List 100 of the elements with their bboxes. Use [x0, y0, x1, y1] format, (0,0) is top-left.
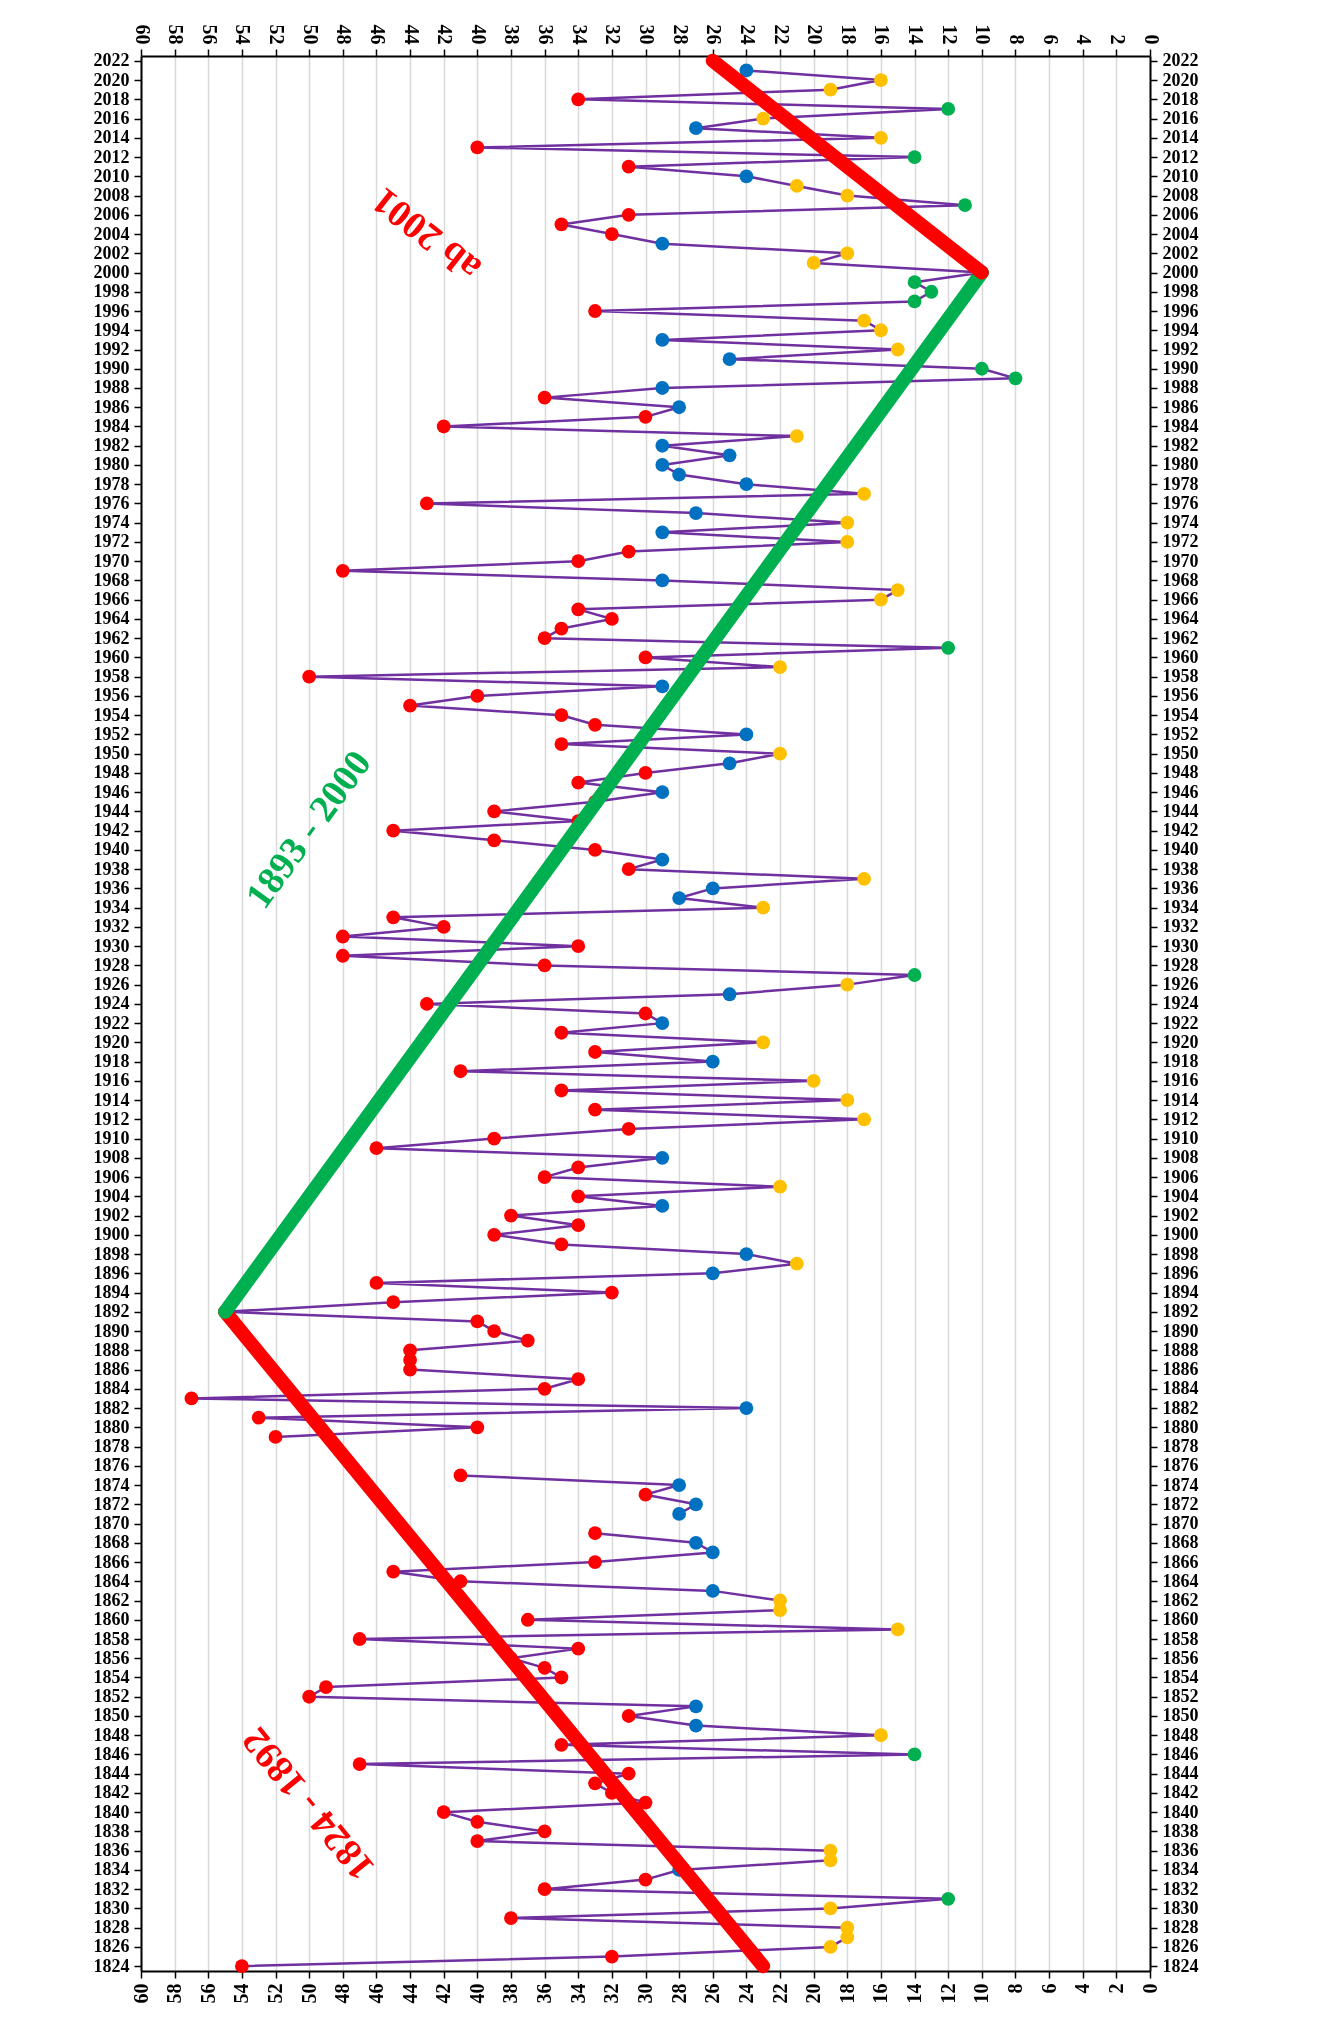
x2-tick-label: 4 [1073, 34, 1096, 45]
y2-tick-label: 1860 [1162, 1609, 1199, 1630]
y2-tick-label: 1966 [1162, 589, 1199, 610]
x2-tick-label: 60 [131, 24, 154, 45]
y2-tick-label: 1906 [1162, 1166, 1199, 1187]
x2-tick-label: 0 [1140, 34, 1163, 45]
y2-tick-label: 1996 [1162, 300, 1199, 321]
x-tick-label: 32 [600, 1983, 623, 2004]
y-tick-label: 1842 [93, 1782, 130, 1803]
y-tick-label: 1918 [93, 1051, 130, 1072]
y-tick-label: 1996 [93, 300, 130, 321]
y2-tick-label: 1920 [1162, 1031, 1199, 1052]
y2-tick-label: 1826 [1162, 1936, 1199, 1957]
y2-tick-label: 1850 [1162, 1705, 1199, 1726]
x-tick-label: 48 [331, 1983, 354, 2004]
y-tick-label: 1924 [93, 993, 130, 1014]
y2-tick-label: 1868 [1162, 1532, 1199, 1553]
y2-tick-label: 1840 [1162, 1801, 1199, 1822]
y-tick-label: 1974 [93, 512, 130, 533]
y2-tick-label: 1946 [1162, 781, 1199, 802]
y-tick-label: 1972 [93, 531, 130, 552]
y-tick-label: 1902 [93, 1205, 130, 1226]
x2-tick-label: 36 [535, 24, 558, 45]
y2-tick-label: 1896 [1162, 1262, 1199, 1283]
y2-tick-label: 1928 [1162, 954, 1199, 975]
y-tick-label: 2004 [93, 223, 130, 244]
y-tick-label: 1994 [93, 319, 130, 340]
y-tick-label: 1952 [93, 723, 130, 744]
x-tick-label: 60 [129, 1983, 152, 2004]
y-tick-label: 1826 [93, 1936, 130, 1957]
y-tick-label: 1882 [93, 1397, 130, 1418]
x-tick-label: 52 [264, 1983, 287, 2004]
y-tick-label: 1938 [93, 858, 130, 879]
x-tick-label: 42 [432, 1983, 455, 2004]
y-tick-label: 1910 [93, 1128, 130, 1149]
y2-tick-label: 1898 [1162, 1243, 1199, 1264]
y2-tick-label: 1852 [1162, 1686, 1199, 1707]
x-tick-label: 50 [297, 1983, 320, 2004]
y2-tick-label: 1864 [1162, 1570, 1199, 1591]
y-tick-label: 1844 [93, 1763, 130, 1784]
y-tick-label: 1966 [93, 589, 130, 610]
y2-tick-label: 1950 [1162, 743, 1199, 764]
y2-tick-label: 1924 [1162, 993, 1199, 1014]
y-tick-label: 1970 [93, 550, 130, 571]
y2-tick-label: 1970 [1162, 550, 1199, 571]
y2-tick-label: 1918 [1162, 1051, 1199, 1072]
x2-tick-label: 42 [434, 24, 457, 45]
y2-tick-label: 1932 [1162, 916, 1199, 937]
y2-tick-label: 1942 [1162, 820, 1199, 841]
y2-tick-label: 1894 [1162, 1282, 1199, 1303]
y-tick-label: 1896 [93, 1262, 130, 1283]
y2-tick-label: 1948 [1162, 762, 1199, 783]
y-tick-label: 1968 [93, 569, 130, 590]
y2-tick-label: 1936 [1162, 877, 1199, 898]
y2-tick-label: 1990 [1162, 358, 1199, 379]
x-tick-label: 30 [634, 1983, 656, 2004]
x-tick-label: 34 [566, 1983, 589, 2004]
y2-tick-label: 1922 [1162, 1012, 1199, 1033]
y2-tick-label: 1980 [1162, 454, 1199, 475]
y-tick-label: 2000 [93, 262, 130, 283]
y2-tick-label: 1888 [1162, 1339, 1199, 1360]
y2-tick-label: 1916 [1162, 1070, 1199, 1091]
y-tick-label: 2010 [93, 165, 130, 186]
y2-tick-label: 1974 [1162, 512, 1199, 533]
y-tick-label: 1864 [93, 1570, 130, 1591]
x2-tick-label: 32 [602, 24, 625, 45]
y2-tick-label: 2006 [1162, 204, 1199, 225]
y-tick-label: 1956 [93, 685, 130, 706]
y2-tick-label: 1830 [1162, 1897, 1199, 1918]
y2-tick-label: 1880 [1162, 1416, 1199, 1437]
x2-tick-label: 30 [636, 24, 658, 45]
y-tick-label: 1848 [93, 1724, 130, 1745]
x2-tick-label: 26 [703, 24, 726, 45]
x2-tick-label: 50 [299, 24, 322, 45]
x2-tick-label: 58 [165, 24, 188, 45]
y-tick-label: 1962 [93, 627, 130, 648]
x-tick-label: 18 [835, 1983, 858, 2004]
y-tick-label: 1886 [93, 1359, 130, 1380]
y-tick-label: 1934 [93, 897, 130, 918]
y2-tick-label: 2010 [1162, 165, 1199, 186]
y-tick-label: 2006 [93, 204, 130, 225]
y-tick-label: 1954 [93, 704, 130, 725]
y-tick-label: 1874 [93, 1474, 130, 1495]
x-tick-label: 12 [936, 1983, 959, 2004]
y-tick-label: 1866 [93, 1551, 130, 1572]
y-tick-label: 1984 [93, 415, 130, 436]
y-tick-label: 1860 [93, 1609, 130, 1630]
y2-tick-label: 1930 [1162, 935, 1199, 956]
y2-tick-label: 1952 [1162, 723, 1199, 744]
y2-tick-label: 1938 [1162, 858, 1199, 879]
y2-tick-label: 1982 [1162, 435, 1199, 456]
y-tick-label: 1922 [93, 1012, 130, 1033]
y-tick-label: 1840 [93, 1801, 130, 1822]
y2-tick-label: 1902 [1162, 1205, 1199, 1226]
x2-tick-label: 52 [266, 24, 289, 45]
y-tick-label: 1890 [93, 1320, 130, 1341]
y2-tick-label: 1832 [1162, 1878, 1199, 1899]
y-tick-label: 1960 [93, 646, 130, 667]
y-tick-label: 1944 [93, 800, 130, 821]
y-tick-label: 1964 [93, 608, 130, 629]
